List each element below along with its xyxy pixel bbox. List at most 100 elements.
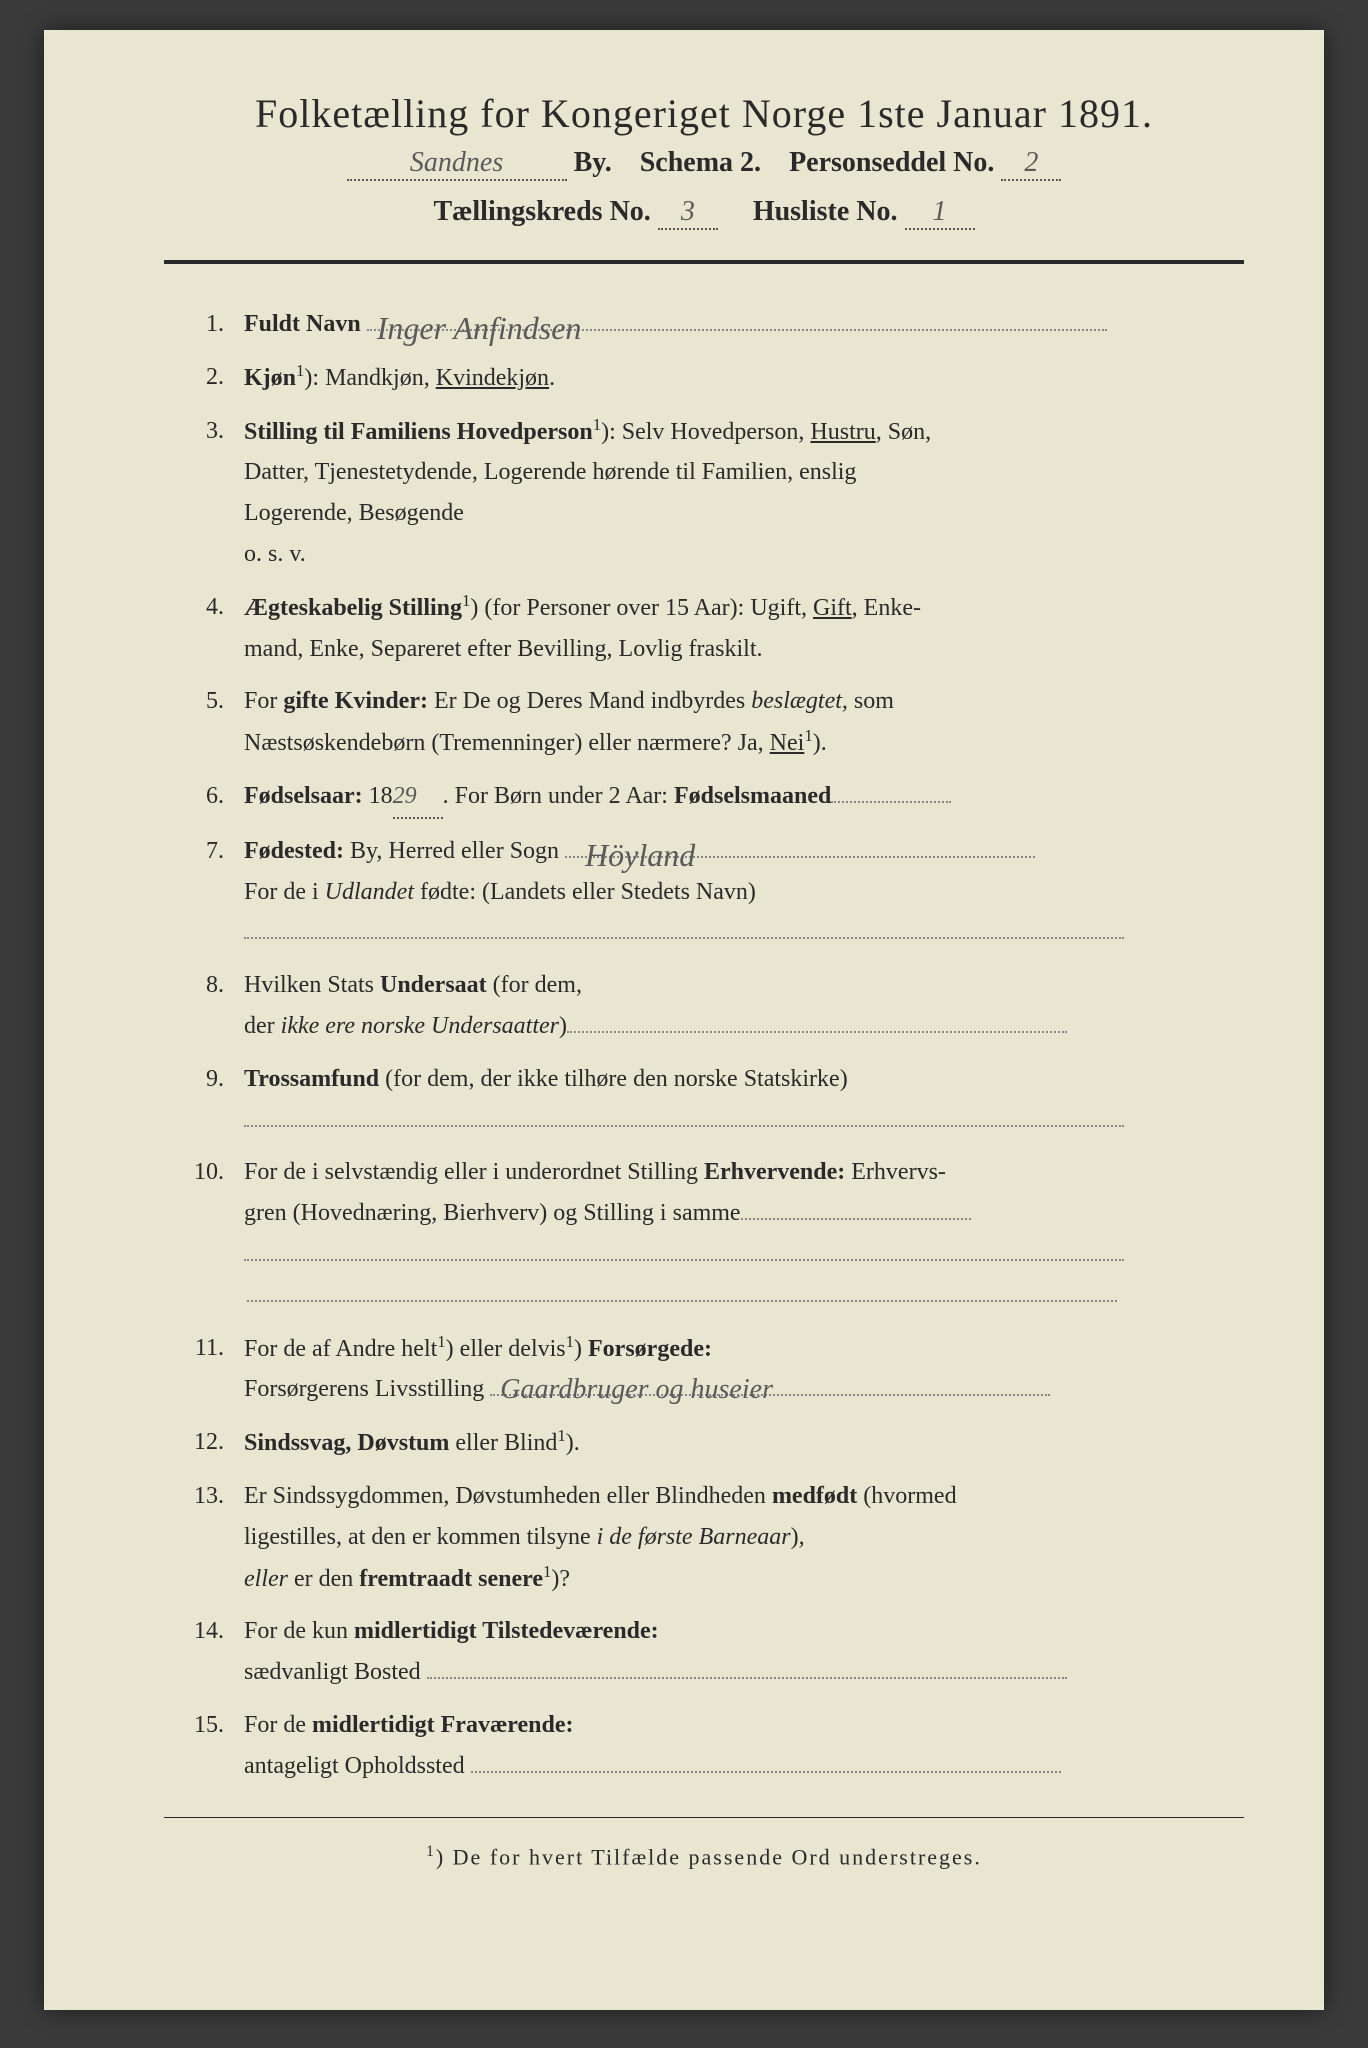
- personseddel-no: 2: [1024, 147, 1038, 178]
- item-5-pre: For: [244, 688, 283, 714]
- item-9-num: 9.: [164, 1059, 244, 1141]
- name-handwritten: Inger Anfindsen: [377, 301, 582, 355]
- item-2: 2. Kjøn1): Mandkjøn, Kvindekjøn.: [164, 357, 1244, 399]
- item-10-line1a: For de i selvstændig eller i underordnet…: [244, 1159, 704, 1185]
- item-8-line1a: Hvilken Stats: [244, 972, 380, 998]
- item-1: 1. Fuldt Navn Inger Anfindsen: [164, 304, 1244, 345]
- item-12: 12. Sindssvag, Døvstum eller Blind1).: [164, 1422, 1244, 1464]
- item-5-underlined: Nei: [770, 730, 805, 756]
- schema-label: Schema 2.: [640, 147, 761, 178]
- item-4-line2: mand, Enke, Separeret efter Bevilling, L…: [244, 636, 763, 662]
- city-handwritten: Sandnes: [410, 147, 503, 178]
- item-12-sup: 1: [557, 1426, 565, 1445]
- item-11-num: 11.: [164, 1328, 244, 1411]
- item-10-line2: gren (Hovednæring, Bierhverv) og Stillin…: [244, 1200, 741, 1226]
- item-3-rest2: , Søn,: [876, 419, 931, 445]
- item-9-rest: (for dem, der ikke tilhøre den norske St…: [379, 1066, 848, 1092]
- item-13-end: )?: [551, 1566, 570, 1592]
- item-10-line1b: Erhvervs-: [845, 1159, 946, 1185]
- item-15-label: midlertidigt Fraværende:: [312, 1712, 574, 1738]
- item-9-label: Trossamfund: [244, 1066, 379, 1092]
- item-6-label2: Fødselsmaaned: [674, 783, 831, 809]
- item-5-num: 5.: [164, 681, 244, 764]
- item-5-label: gifte Kvinder:: [283, 688, 428, 714]
- item-13-line1a: Er Sindssygdommen, Døvstumheden eller Bl…: [244, 1483, 772, 1509]
- item-11-line1a: For de af Andre helt: [244, 1336, 437, 1362]
- footnote: 1) De for hvert Tilfælde passende Ord un…: [164, 1843, 1244, 1870]
- item-11-line1b: ) eller delvis: [446, 1336, 566, 1362]
- item-3-rest1: ): Selv Hovedperson,: [601, 419, 810, 445]
- item-6: 6. Fødselsaar: 1829. For Børn under 2 Aa…: [164, 776, 1244, 819]
- main-title: Folketælling for Kongeriget Norge 1ste J…: [164, 90, 1244, 137]
- item-11-line2: Forsørgerens Livsstilling: [244, 1376, 484, 1402]
- item-7-num: 7.: [164, 831, 244, 953]
- item-5: 5. For gifte Kvinder: Er De og Deres Man…: [164, 681, 1244, 764]
- item-15: 15. For de midlertidigt Fraværende: anta…: [164, 1705, 1244, 1787]
- item-3-line4: o. s. v.: [244, 541, 306, 567]
- item-11-label: Forsørgede:: [588, 1336, 712, 1362]
- item-13-ital: i de første Barneaar: [597, 1524, 791, 1550]
- item-14-label: midlertidigt Tilstedeværende:: [354, 1618, 659, 1644]
- item-2-end: .: [549, 365, 555, 391]
- item-14-line1a: For de kun: [244, 1618, 354, 1644]
- husliste-no: 1: [933, 196, 947, 227]
- item-13-bold1: medfødt: [772, 1483, 857, 1509]
- item-13-bold2: fremtraadt senere: [359, 1566, 543, 1592]
- item-13-line1b: (hvormed: [857, 1483, 956, 1509]
- item-10-num: 10.: [164, 1152, 244, 1315]
- item-8-ital: ikke ere norske Undersaatter: [281, 1013, 559, 1039]
- husliste-label: Husliste No.: [753, 196, 898, 227]
- item-7-line2a: For de i: [244, 879, 325, 905]
- item-3: 3. Stilling til Familiens Hovedperson1):…: [164, 411, 1244, 575]
- item-1-num: 1.: [164, 304, 244, 345]
- item-7-rest1: By, Herred eller Sogn: [344, 838, 559, 864]
- item-9: 9. Trossamfund (for dem, der ikke tilhør…: [164, 1059, 1244, 1141]
- item-8-line2a: der: [244, 1013, 281, 1039]
- item-3-underlined: Hustru: [810, 419, 875, 445]
- item-13-line2a: ligestilles, at den er kommen tilsyne: [244, 1524, 597, 1550]
- item-11-sup1: 1: [437, 1332, 445, 1351]
- item-13-num: 13.: [164, 1476, 244, 1599]
- item-12-label: Sindssvag, Døvstum: [244, 1430, 449, 1456]
- item-5-line2a: Næstsøskendebørn (Tremenninger) eller næ…: [244, 730, 770, 756]
- item-7: 7. Fødested: By, Herred eller Sogn Höyla…: [164, 831, 1244, 953]
- item-12-end: ).: [566, 1430, 580, 1456]
- item-15-line2: antageligt Opholdssted: [244, 1753, 465, 1779]
- item-4-label: Ægteskabelig Stilling: [244, 595, 462, 621]
- item-3-line3: Logerende, Besøgende: [244, 500, 464, 526]
- item-1-label: Fuldt Navn: [244, 311, 361, 337]
- footnote-sup: 1: [426, 1843, 436, 1860]
- item-13: 13. Er Sindssygdommen, Døvstumheden elle…: [164, 1476, 1244, 1599]
- birthyear-handwritten: 29: [393, 783, 417, 809]
- item-4: 4. Ægteskabelig Stilling1) (for Personer…: [164, 587, 1244, 670]
- item-13-line2b: ),: [791, 1524, 805, 1550]
- provider-occupation-handwritten: Gaardbruger og huseier: [500, 1366, 773, 1414]
- personseddel-label: Personseddel No.: [789, 147, 994, 178]
- item-11-sup2: 1: [566, 1332, 574, 1351]
- item-10-label: Erhvervende:: [704, 1159, 845, 1185]
- item-8-label: Undersaat: [380, 972, 487, 998]
- item-4-rest2: , Enke-: [852, 595, 921, 621]
- item-5-ital1: beslægtet,: [751, 688, 848, 714]
- item-10: 10. For de i selvstændig eller i underor…: [164, 1152, 1244, 1315]
- item-13-ital2: eller: [244, 1566, 288, 1592]
- item-12-rest: eller Blind: [449, 1430, 557, 1456]
- item-4-num: 4.: [164, 587, 244, 670]
- item-6-rest1: . For Børn under 2 Aar:: [443, 783, 674, 809]
- item-5-rest1: Er De og Deres Mand indbyrdes: [428, 688, 751, 714]
- item-8: 8. Hvilken Stats Undersaat (for dem, der…: [164, 965, 1244, 1047]
- form-items: 1. Fuldt Navn Inger Anfindsen 2. Kjøn1):…: [164, 304, 1244, 1787]
- divider-thick: [164, 260, 1244, 264]
- item-7-label: Fødested:: [244, 838, 344, 864]
- census-form-page: Folketælling for Kongeriget Norge 1ste J…: [44, 30, 1324, 2010]
- item-14-num: 14.: [164, 1611, 244, 1693]
- item-7-ital: Udlandet: [325, 879, 414, 905]
- item-2-num: 2.: [164, 357, 244, 399]
- item-3-label: Stilling til Familiens Hovedperson: [244, 419, 593, 445]
- item-8-num: 8.: [164, 965, 244, 1047]
- tallingskreds-no: 3: [681, 196, 695, 227]
- item-14-line2: sædvanligt Bosted: [244, 1659, 421, 1685]
- divider-thin: [164, 1817, 1244, 1818]
- item-6-label: Fødselsaar:: [244, 783, 363, 809]
- item-2-underlined: Kvindekjøn: [436, 365, 549, 391]
